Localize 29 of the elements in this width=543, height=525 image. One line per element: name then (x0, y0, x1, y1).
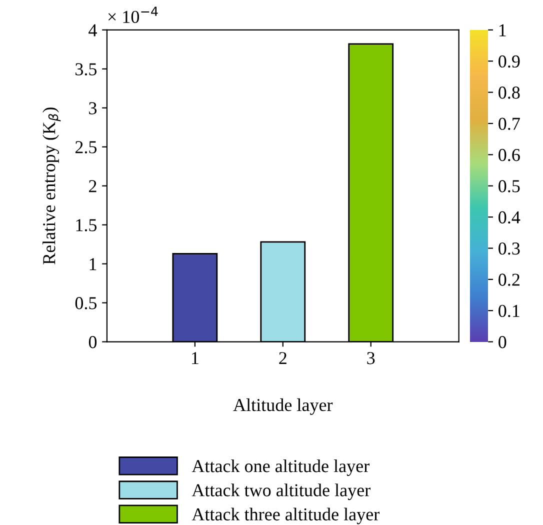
legend-label: Attack one altitude layer (192, 460, 370, 476)
y-tick-label: 0.5 (75, 297, 97, 310)
color-bar-label: 0.4 (498, 211, 520, 224)
y-tick-label: 0 (88, 336, 97, 348)
color-bar-label: 0.7 (498, 118, 520, 130)
color-bar-label: 0 (498, 336, 506, 348)
color-bar-label: 0.1 (498, 304, 520, 318)
color-bar-label: 0.2 (498, 274, 520, 286)
x-tick-label: 1 (192, 352, 198, 364)
color-bar-label: 0.3 (498, 242, 520, 255)
y-tick-label: 4 (88, 24, 97, 36)
color-bar-label: 0.5 (498, 180, 520, 192)
x-tick-label: 3 (367, 352, 375, 364)
y-tick-label: 2.5 (75, 141, 97, 154)
y-axis-title: Relative entropy (K$_{β}$) (42, 108, 61, 264)
color-bar-label: 0.6 (498, 148, 520, 162)
legend-label: Attack three altitude layer (192, 508, 380, 524)
y-tick-label: 1 (90, 258, 96, 270)
color-bar-label: 1 (499, 24, 506, 36)
text: × 10$^{−4}$ (108, 6, 158, 24)
y-tick-label: 3 (89, 102, 97, 114)
x-tick-label: 2 (279, 352, 286, 364)
y-tick-label: 1.5 (76, 219, 97, 232)
color-bar-label: 0.8 (498, 86, 520, 99)
y-tick-label: 3.5 (76, 63, 97, 76)
x-axis-title: Altitude layer (233, 398, 333, 415)
color-bar-label: 0.9 (498, 55, 520, 68)
y-tick-label: 2 (89, 180, 96, 192)
legend-label: Attack two altitude layer (192, 484, 370, 500)
